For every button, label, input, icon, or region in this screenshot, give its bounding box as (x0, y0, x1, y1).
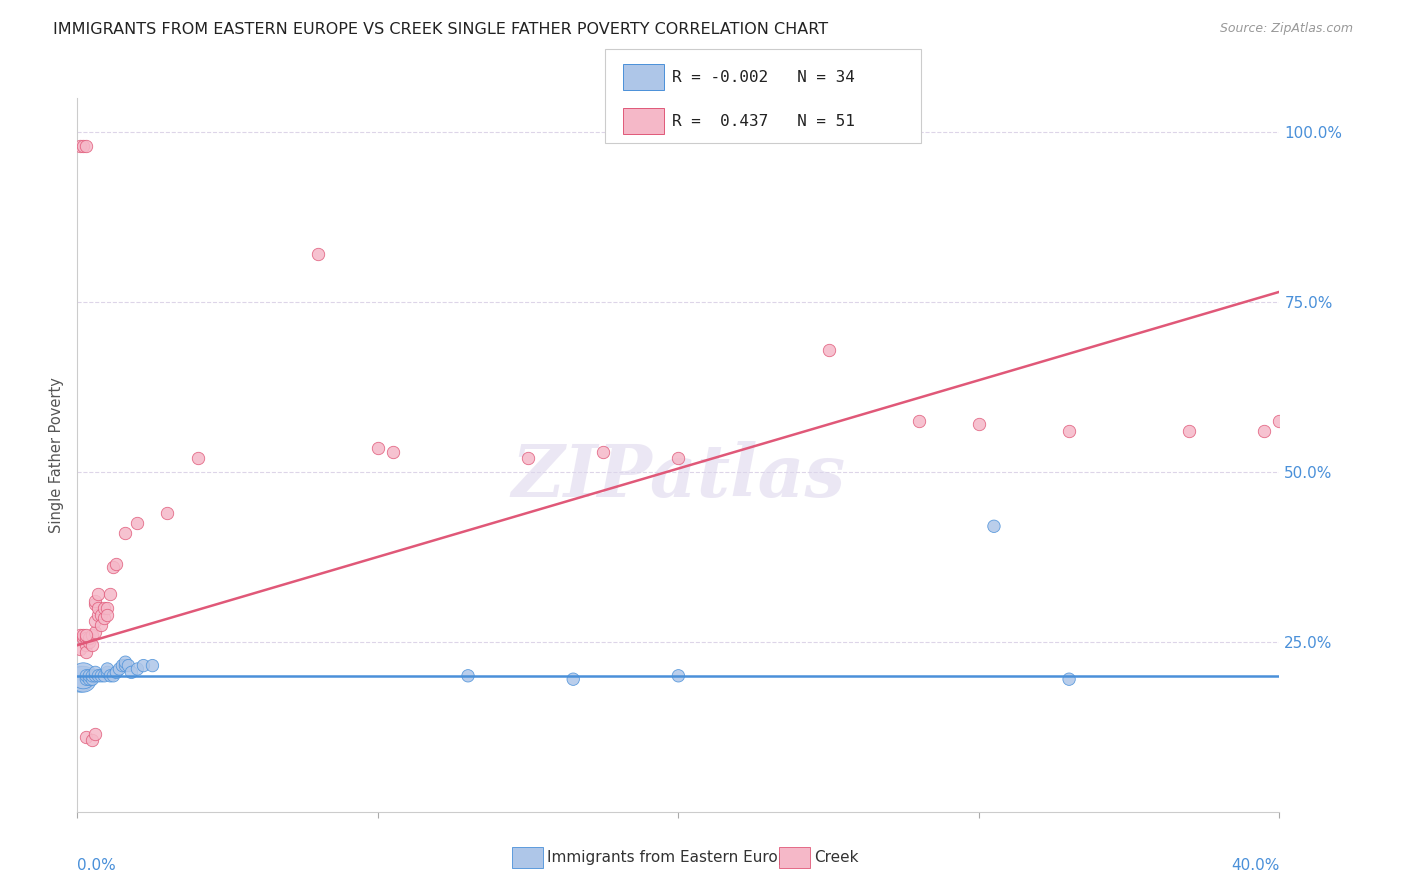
Point (111, 658, 134, 673)
Point (90, 669, 112, 683)
Point (69, 628, 91, 642)
Text: R =  0.437   N = 51: R = 0.437 N = 51 (672, 114, 855, 128)
Point (908, 414, 931, 428)
Point (668, 669, 690, 683)
Point (79, 635, 101, 649)
Point (72, 628, 94, 642)
Point (187, 451, 209, 466)
Point (82, 638, 104, 652)
Point (127, 662, 149, 676)
Point (79, 669, 101, 683)
Point (517, 451, 540, 466)
Point (75, 730, 97, 744)
Point (967, 417, 990, 432)
Point (105, 665, 128, 680)
Point (87, 600, 110, 615)
Point (84, 726, 107, 740)
Point (90, 607, 112, 622)
Text: Immigrants from Eastern Europe: Immigrants from Eastern Europe (547, 850, 797, 864)
Text: Creek: Creek (814, 850, 859, 864)
Text: R = -0.002   N = 34: R = -0.002 N = 34 (672, 70, 855, 85)
Point (75, 628, 97, 642)
Text: 40.0%: 40.0% (1232, 858, 1279, 873)
Point (72, 632, 94, 646)
Text: Source: ZipAtlas.com: Source: ZipAtlas.com (1219, 22, 1353, 36)
Point (75, 632, 97, 646)
Point (367, 441, 389, 455)
Point (87, 587, 110, 601)
Point (84, 624, 107, 639)
Point (1057, 424, 1080, 438)
Point (668, 451, 690, 466)
Point (127, 516, 149, 530)
Text: ZIPatlas: ZIPatlas (512, 441, 845, 512)
Point (82, 628, 104, 642)
Point (75, 638, 97, 652)
Point (75, 138, 97, 153)
Point (105, 557, 128, 571)
Y-axis label: Single Father Poverty: Single Father Poverty (49, 377, 65, 533)
Point (457, 669, 479, 683)
Point (69, 672, 91, 686)
Point (983, 519, 1005, 533)
Point (87, 669, 110, 683)
Point (72, 138, 94, 153)
Point (120, 665, 142, 680)
Point (592, 444, 614, 458)
Point (96, 662, 118, 676)
Point (93, 669, 115, 683)
Point (1268, 414, 1291, 428)
Point (1178, 424, 1201, 438)
Point (156, 506, 179, 520)
Point (103, 560, 125, 574)
Point (114, 655, 136, 669)
Text: 0.0%: 0.0% (77, 858, 117, 873)
Point (82, 672, 104, 686)
Point (100, 669, 122, 683)
Point (84, 598, 107, 612)
Point (93, 611, 115, 625)
Point (84, 594, 107, 608)
Point (1057, 672, 1080, 686)
Point (87, 607, 110, 622)
Point (817, 343, 839, 357)
Point (69, 641, 91, 656)
Text: IMMIGRANTS FROM EASTERN EUROPE VS CREEK SINGLE FATHER POVERTY CORRELATION CHART: IMMIGRANTS FROM EASTERN EUROPE VS CREEK … (53, 22, 828, 37)
Point (381, 444, 404, 458)
Point (114, 526, 136, 541)
Point (96, 600, 118, 615)
Point (75, 645, 97, 659)
Point (100, 587, 122, 601)
Point (82, 733, 104, 747)
Point (75, 672, 97, 686)
Point (141, 658, 163, 673)
Point (69, 138, 91, 153)
Point (72, 672, 94, 686)
Point (72, 669, 94, 683)
Point (93, 600, 115, 615)
Point (132, 658, 155, 673)
Point (96, 607, 118, 622)
Point (114, 658, 136, 673)
Point (307, 247, 329, 261)
Point (79, 632, 101, 646)
Point (96, 665, 118, 680)
Point (1253, 424, 1275, 438)
Point (103, 669, 125, 683)
Point (562, 672, 585, 686)
Point (84, 665, 107, 680)
Point (75, 669, 97, 683)
Point (82, 669, 104, 683)
Point (79, 672, 101, 686)
Point (84, 615, 107, 629)
Point (117, 658, 139, 673)
Point (90, 617, 112, 632)
Point (84, 669, 107, 683)
Point (108, 662, 131, 676)
